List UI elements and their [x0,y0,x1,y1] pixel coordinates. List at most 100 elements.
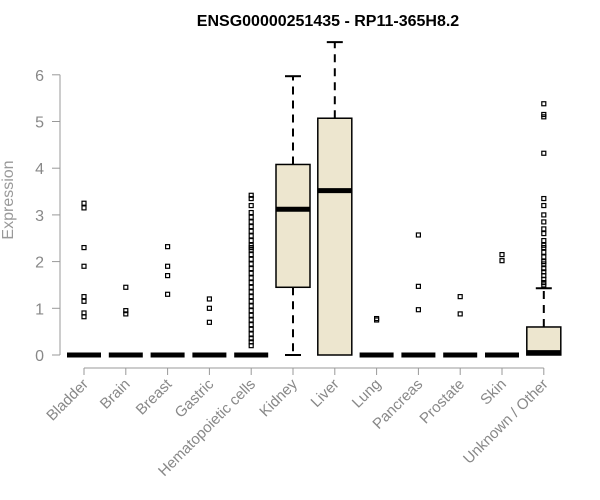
box-bladder [67,200,101,358]
outlier-point [123,308,129,314]
outlier-point [248,322,254,328]
outlier-point [248,247,254,253]
outlier-point [541,244,547,251]
y-tick-label: 5 [35,115,44,132]
outlier-point [248,261,254,267]
box-kidney [275,75,311,356]
outlier-point [248,343,254,349]
outlier-point [248,331,254,337]
box-brain [108,284,143,358]
x-tick-label-brain: Brain [97,376,134,413]
x-tick-label-breast: Breast [133,375,176,418]
outlier-point [499,251,505,258]
outlier-point [81,244,87,251]
outlier-point [541,202,547,209]
outlier-point [541,254,547,260]
outlier-point [248,284,254,290]
outlier-point [248,326,254,332]
outlier-point [499,258,505,264]
outlier-point [541,261,547,267]
y-tick-label: 4 [35,161,44,178]
box-gastric [192,296,227,358]
outlier-point [541,150,547,156]
outlier-point [248,303,254,309]
outlier-point [248,209,254,216]
x-tick-label-prostate: Prostate [416,376,468,428]
y-tick-label: 1 [35,301,44,318]
outlier-point [248,317,254,323]
x-tick-label-bladder: Bladder [43,376,92,425]
outlier-point [541,101,547,107]
x-tick-label-lung: Lung [349,376,385,412]
outlier-point [541,219,547,225]
outlier-point [415,307,421,313]
outlier-point [248,275,254,281]
outlier-point [248,289,254,295]
box-pancreas [401,232,436,358]
outlier-point [81,314,87,320]
outlier-point [248,237,254,244]
outlier-point [248,202,254,209]
outlier-point [248,280,254,286]
outlier-point [248,294,254,300]
chart-title: ENSG00000251435 - RP11-365H8.2 [197,13,460,30]
y-tick-label: 0 [35,348,44,365]
y-tick-label: 3 [35,208,44,225]
outlier-point [541,114,547,120]
outlier-point [248,233,254,239]
outlier-point [81,263,87,269]
box-breast [150,244,185,358]
outlier-point [81,294,87,300]
x-tick-label-skin: Skin [477,376,510,409]
outlier-point [457,294,463,300]
outlier-point [248,266,254,272]
outlier-point [81,200,87,206]
outlier-point [206,305,212,311]
outlier-point [541,276,547,282]
outlier-point [206,319,212,325]
outlier-point [248,312,254,318]
box-hematopoietic-cells [234,192,269,358]
outlier-point [541,212,547,218]
outlier-point [123,284,129,290]
outlier-point [415,232,421,238]
outlier-point [248,192,254,198]
outlier-point [248,219,254,225]
outlier-point [248,270,254,276]
outlier-point [248,308,254,314]
outlier-point [206,296,212,302]
y-tick-label: 6 [35,68,44,85]
box-iqr [317,117,353,356]
box-unknown-other [526,101,562,356]
box-liver [317,41,353,356]
plot-area [67,41,562,358]
outlier-point [248,214,254,220]
y-tick-label: 2 [35,255,44,272]
outlier-point [81,298,87,304]
outlier-point [165,244,171,250]
outlier-point [248,228,254,234]
y-axis-label: Expression [0,160,17,239]
outlier-point [248,251,254,258]
x-tick-label-liver: Liver [308,376,343,411]
outlier-point [248,256,254,262]
x-tick-label-kidney: Kidney [256,375,301,420]
outlier-point [165,291,171,297]
outlier-point [541,230,547,237]
outlier-point [248,298,254,304]
outlier-point [81,205,87,211]
outlier-point [541,237,547,244]
outlier-point [374,317,380,323]
outlier-point [165,263,171,269]
outlier-point [541,282,547,288]
outlier-point [541,195,547,202]
outlier-point [457,311,463,317]
box-iqr [275,163,311,289]
box-prostate [443,294,478,358]
outlier-point [248,336,254,342]
box-lung [359,315,394,358]
outlier-point [248,223,254,230]
outlier-point [123,311,129,317]
